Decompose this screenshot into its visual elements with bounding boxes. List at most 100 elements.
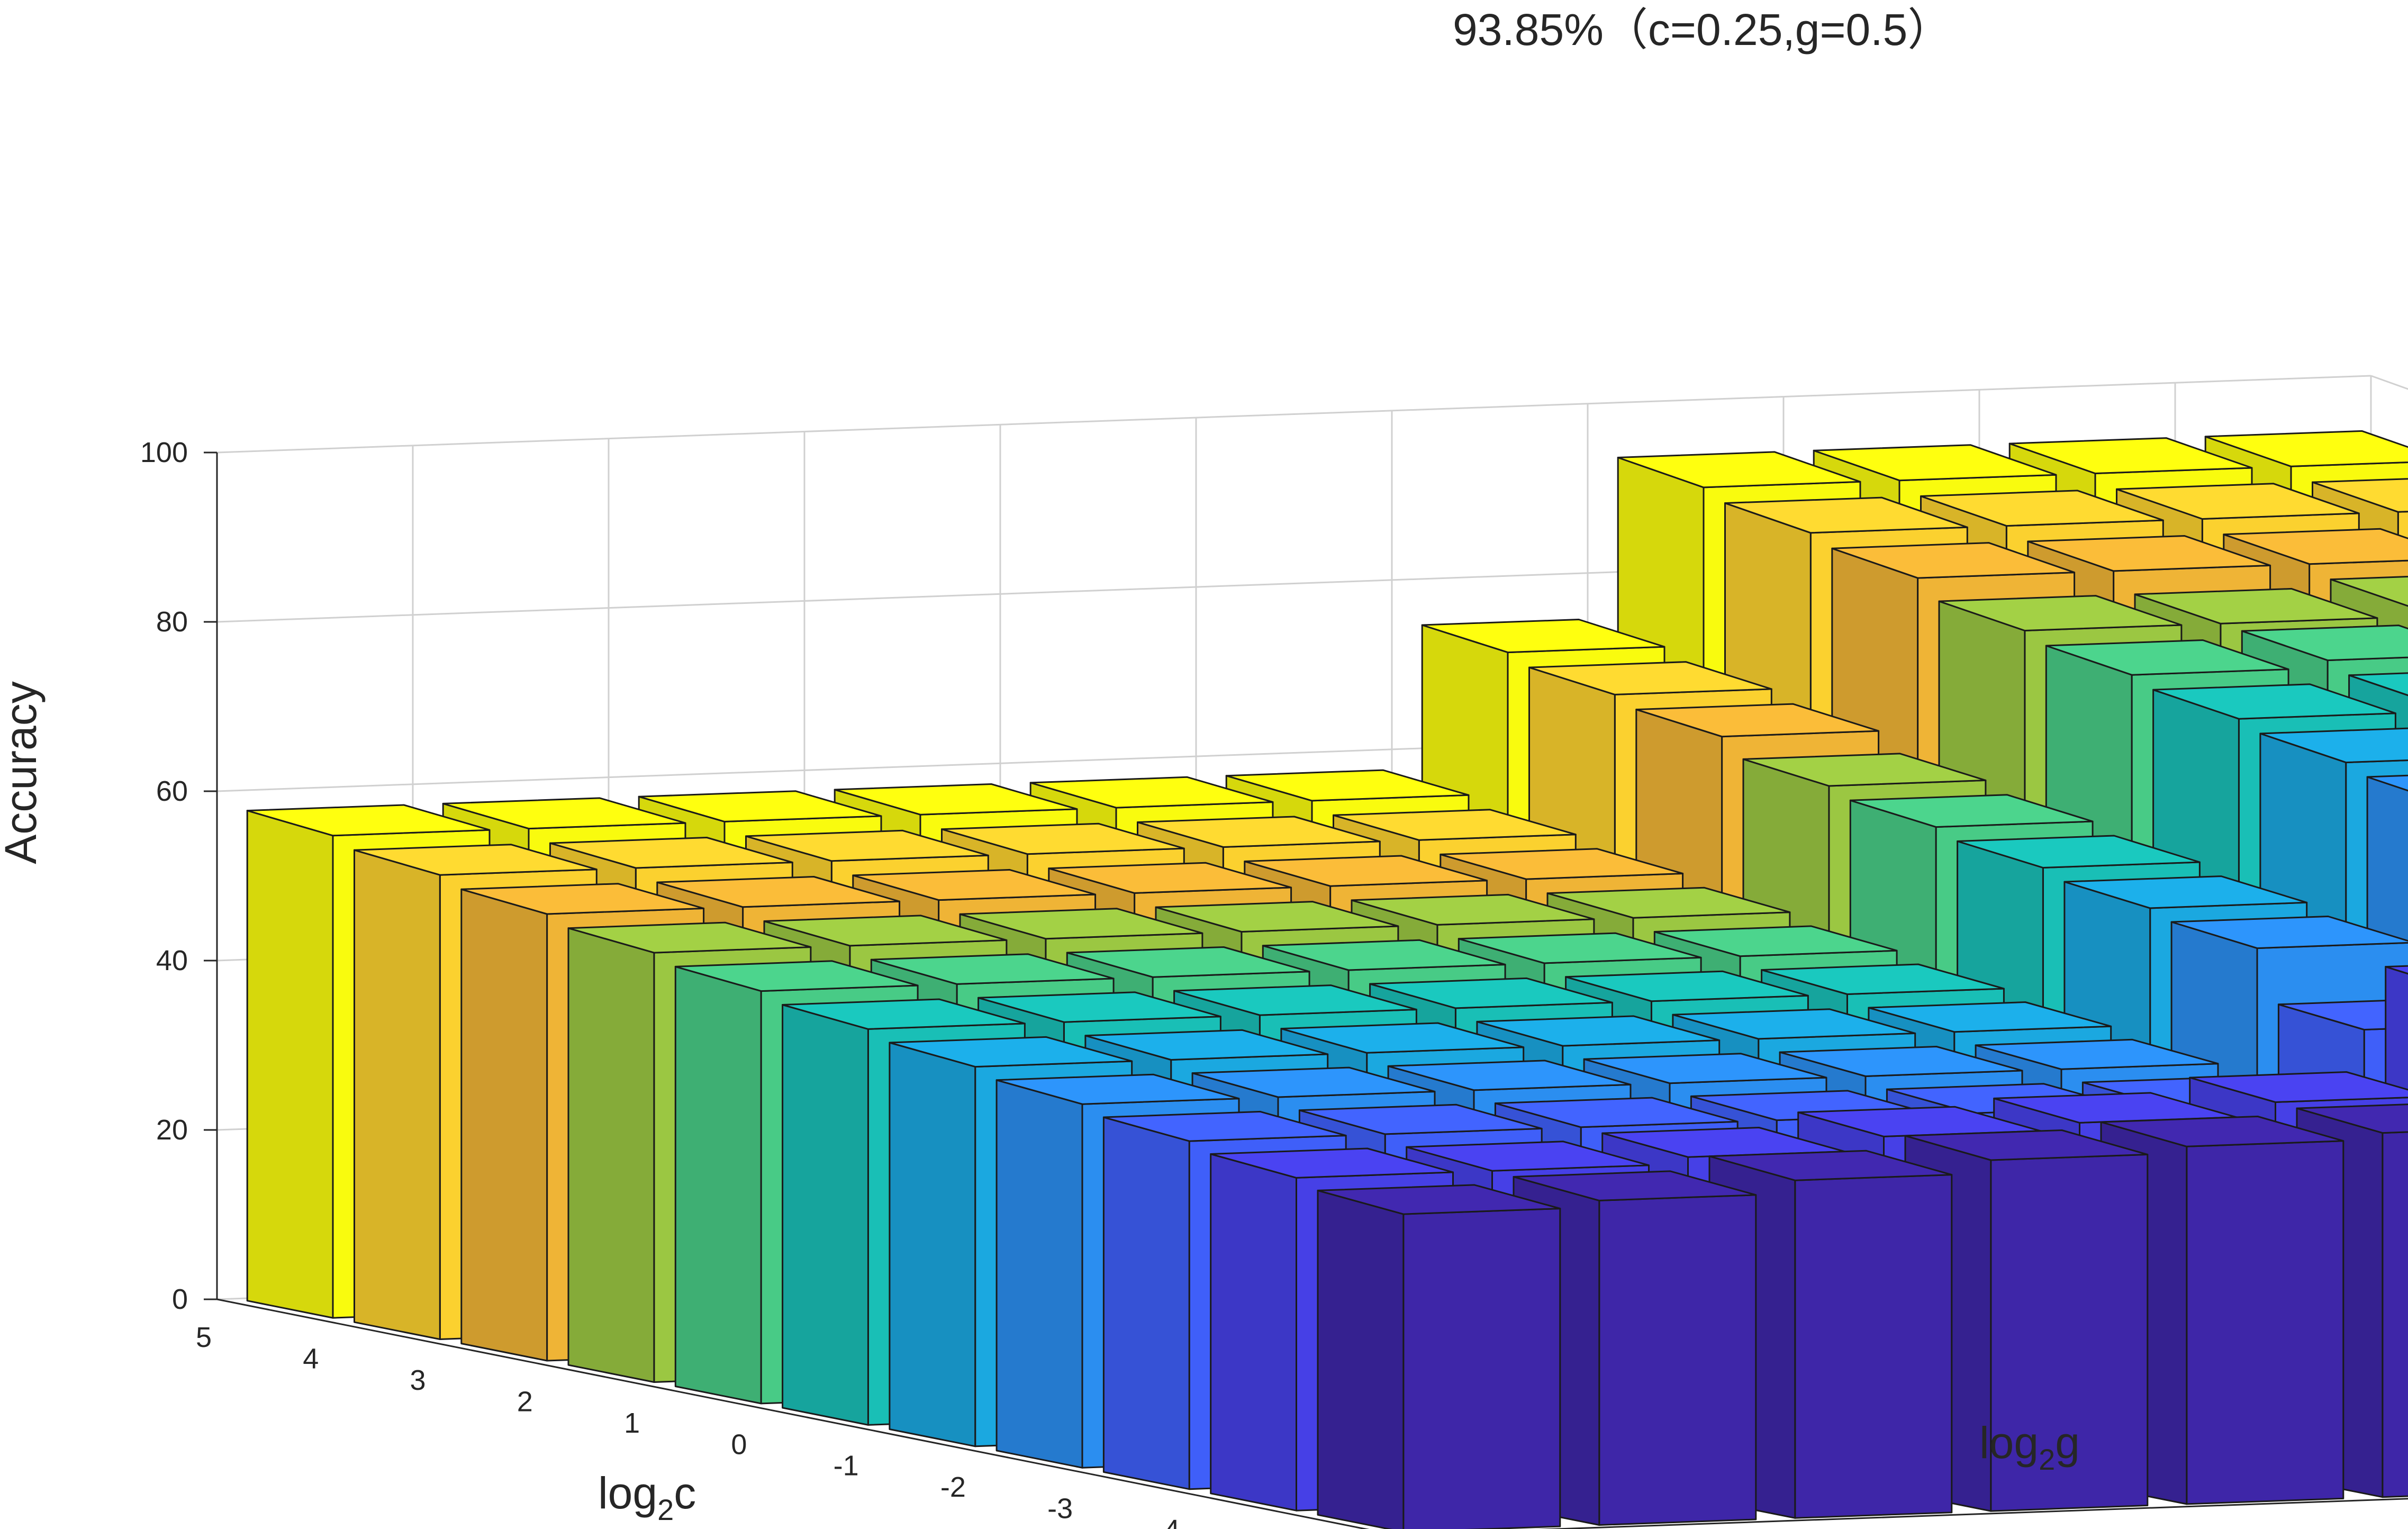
bar: [1317, 1184, 1561, 1529]
bar-top-face: [870, 953, 1115, 985]
bar-top-face: [1849, 794, 2094, 828]
y-axis-label-main: log: [1979, 1418, 2039, 1468]
bar-top-face: [1191, 1066, 1436, 1098]
bar-side-face: [1102, 1116, 1190, 1490]
bar-side-face: [889, 1042, 976, 1447]
x-tick-label: 0: [731, 1428, 747, 1460]
bar-top-face: [1868, 1001, 2112, 1033]
x-axis-label: log2c: [598, 1468, 696, 1526]
bar-top-face: [2116, 483, 2360, 520]
bar-top-face: [1280, 1022, 1525, 1054]
bar-top-face: [763, 915, 1008, 947]
bar-top-face: [1724, 496, 1968, 534]
bar-side-face: [460, 888, 548, 1362]
bar-top-face: [1102, 1110, 1347, 1142]
bar-top-face: [1761, 963, 2005, 995]
bar-top-face: [1317, 1184, 1561, 1215]
bar-top-face: [1369, 977, 1613, 1009]
bar-side-face: [354, 849, 441, 1340]
x-axis-line: [216, 1298, 1370, 1529]
z-tick-label: 80: [156, 606, 188, 638]
bar-top-face: [442, 797, 686, 830]
bar-top-face: [1084, 1029, 1329, 1061]
bar-front-face: [1402, 1208, 1561, 1529]
bar-top-face: [1155, 901, 1399, 933]
bar-top-face: [2366, 774, 2408, 792]
bar-top-face: [1920, 490, 2164, 527]
bar-top-face: [995, 1073, 1240, 1105]
bar-top-face: [638, 790, 882, 822]
bar-top-face: [2027, 535, 2271, 572]
y-axis-line: [1535, 1498, 2408, 1529]
bar-top-face: [1742, 753, 1987, 787]
x-tick-label: -1: [834, 1450, 859, 1482]
bar-top-face: [1513, 1170, 1757, 1201]
z-axis-label: Accuracy: [0, 681, 46, 864]
bar-top-face: [1458, 932, 1702, 964]
bar-top-face: [745, 829, 989, 862]
bar-front-face: [2382, 1131, 2408, 1498]
bar-top-face: [2152, 683, 2396, 720]
bar-top-face: [2170, 916, 2408, 949]
x-tick-label: -2: [940, 1471, 966, 1503]
bar-top-face: [1779, 1046, 2023, 1077]
x-axis-label-main: log: [598, 1468, 657, 1518]
y-axis-label-tail: g: [2055, 1418, 2080, 1468]
bar-top-face: [1565, 970, 1809, 1002]
bar-top-face: [782, 998, 1026, 1030]
z-tick-label: 100: [140, 437, 188, 468]
bar-top-face: [1672, 1008, 1916, 1040]
bar-side-face: [674, 965, 762, 1405]
bar-top-face: [246, 804, 491, 837]
tick-labels: 020406080100543210-1-2-3-4-5-8-7-6-5-4-3…: [140, 437, 2408, 1529]
bar-top-face: [1476, 1015, 1721, 1047]
bar-top-face: [2223, 528, 2408, 565]
bar-top-face: [1173, 984, 1417, 1016]
bar-top-face: [2241, 625, 2408, 662]
bar-top-face: [2008, 437, 2253, 474]
bar-side-face: [1210, 1153, 1297, 1512]
bar-side-face: [567, 927, 655, 1383]
bar-top-face: [1635, 703, 1880, 738]
bar-top-face: [852, 868, 1097, 901]
bar-top-face: [1421, 619, 1665, 654]
bar-top-face: [1387, 1060, 1632, 1091]
x-tick-label: 5: [196, 1322, 212, 1353]
x-tick-label: -3: [1047, 1493, 1073, 1525]
bar-top-face: [941, 822, 1185, 855]
x-tick-label: 1: [624, 1407, 640, 1439]
bar-top-face: [1333, 809, 1577, 841]
z-tick-label: 60: [156, 775, 188, 807]
bar-side-face: [1317, 1189, 1405, 1529]
bar-top-face: [2385, 965, 2408, 975]
x-axis-label-tail: c: [674, 1468, 696, 1518]
bar-side-face: [782, 1004, 869, 1426]
bar-side-face: [995, 1079, 1083, 1469]
bar-top-face: [1066, 946, 1310, 978]
bar-top-face: [2330, 576, 2408, 607]
bar-top-face: [1938, 595, 2183, 631]
bar-top-face: [959, 908, 1203, 940]
peak-annotation: 93.85%（c=0.25,g=0.5）: [1453, 5, 1952, 55]
bar-top-face: [1210, 1147, 1454, 1179]
bar-top-face: [2296, 1103, 2408, 1134]
bar-front-face: [1598, 1194, 1757, 1526]
bar-top-face: [1528, 661, 1772, 695]
bar-top-face: [2348, 672, 2408, 696]
bar-side-face: [246, 810, 334, 1319]
bars: [246, 430, 2408, 1529]
bar-top-face: [1351, 893, 1595, 926]
bar-top-face: [656, 876, 901, 908]
x-tick-label: 4: [303, 1343, 319, 1374]
bar-top-face: [2189, 1071, 2408, 1103]
bar-top-face: [1440, 848, 1684, 880]
bar-top-face: [1583, 1053, 1827, 1084]
bar-top-face: [1029, 776, 1274, 809]
x-tick-label: -4: [1154, 1514, 1180, 1529]
bar-top-face: [1813, 444, 2057, 482]
bar-top-face: [1708, 1150, 1953, 1181]
bar-top-face: [2100, 1116, 2344, 1147]
bar-top-face: [2063, 875, 2308, 909]
bar-top-face: [354, 844, 598, 876]
